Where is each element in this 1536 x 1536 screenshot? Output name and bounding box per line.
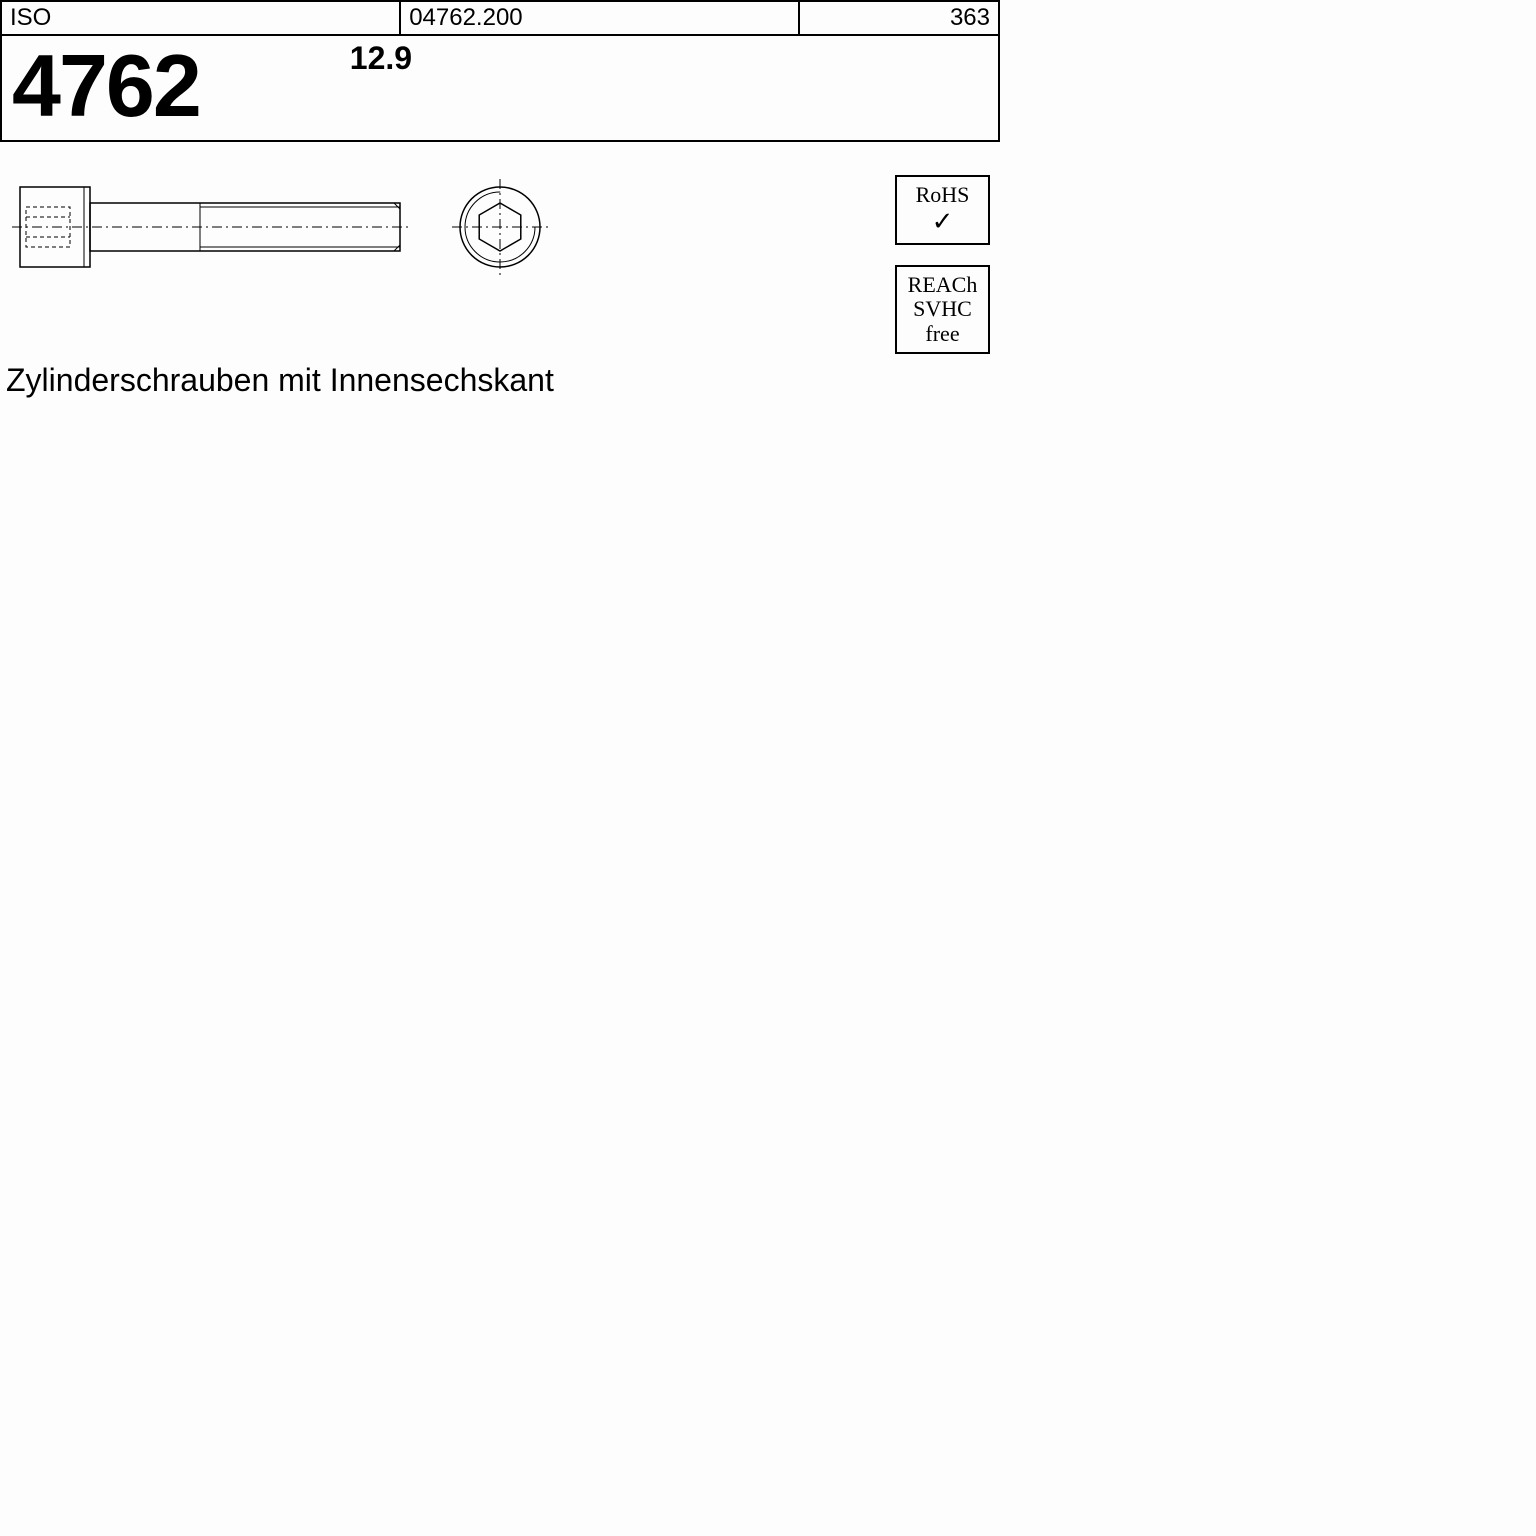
- page-number: 363: [799, 1, 999, 35]
- strength-class: 12.9: [350, 40, 412, 77]
- header-row: ISO 04762.200 363: [1, 1, 999, 35]
- content-region: ISO 04762.200 363 4762 12.9 Zylinderschr…: [0, 0, 1000, 399]
- standard-row: 4762 12.9: [0, 36, 1000, 142]
- compliance-badges: RoHS ✓ REACh SVHC free: [895, 175, 990, 354]
- reach-label-3: free: [901, 322, 984, 346]
- technical-drawing: [0, 162, 1000, 342]
- bolt-drawing-svg: [10, 162, 570, 302]
- product-code: 04762.200: [400, 1, 799, 35]
- header-table: ISO 04762.200 363: [0, 0, 1000, 36]
- reach-badge: REACh SVHC free: [895, 265, 990, 354]
- standard-label: ISO: [1, 1, 400, 35]
- product-description: Zylinderschrauben mit Innensechskant: [6, 362, 1000, 399]
- datasheet-page: ISO 04762.200 363 4762 12.9 Zylinderschr…: [0, 0, 1536, 1536]
- check-icon: ✓: [901, 207, 984, 237]
- reach-label-2: SVHC: [901, 297, 984, 321]
- reach-label-1: REACh: [901, 273, 984, 297]
- rohs-label: RoHS: [901, 183, 984, 207]
- rohs-badge: RoHS ✓: [895, 175, 990, 245]
- standard-number: 4762: [12, 36, 200, 140]
